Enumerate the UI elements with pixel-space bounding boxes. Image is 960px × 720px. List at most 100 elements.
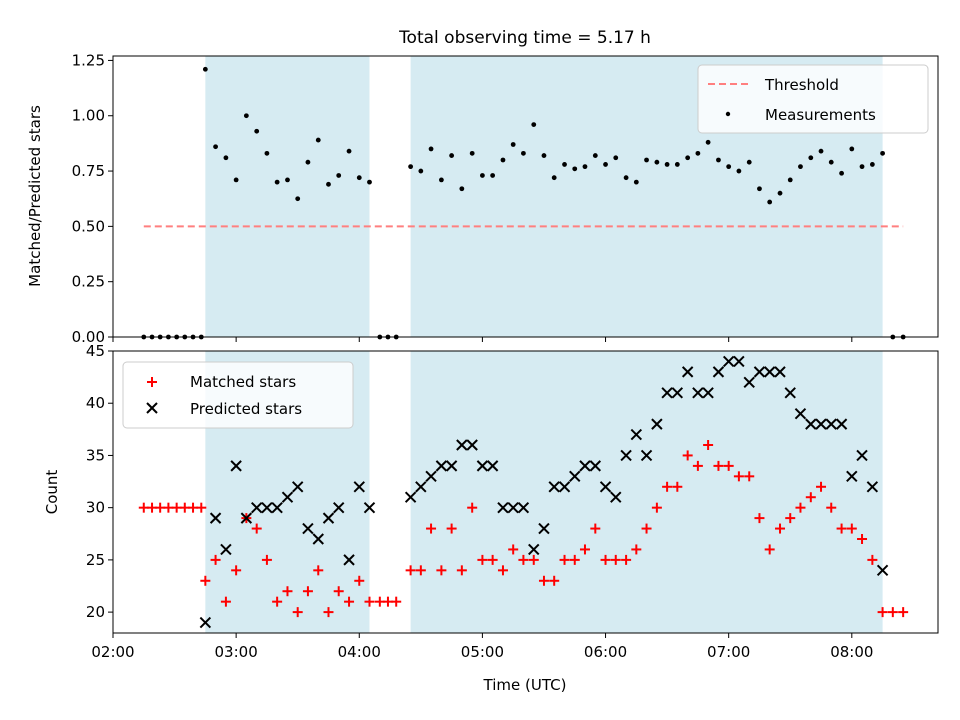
matched-point — [231, 565, 242, 576]
predicted-point — [240, 512, 253, 524]
measurement-point — [716, 157, 721, 163]
matched-point — [272, 596, 283, 607]
measurement-point — [705, 139, 711, 145]
matched-point — [703, 440, 714, 450]
bottom-panel: 20 25 30 35 40 45 02:00 03:00 04:00 05:00 06:00 07… — [43, 342, 939, 694]
measurement-point — [869, 162, 875, 167]
matched-point — [775, 523, 786, 534]
measurement-point — [490, 173, 496, 178]
measurement-point — [633, 179, 639, 185]
measurement-point — [695, 150, 701, 156]
predicted-point — [517, 501, 530, 514]
predicted-point — [199, 616, 212, 629]
predicted-point — [835, 418, 848, 430]
predicted-point — [774, 366, 786, 378]
bottom-observing-window-1 — [410, 351, 883, 633]
matched-point — [467, 502, 478, 513]
matched-point — [621, 554, 632, 565]
matched-point — [764, 544, 775, 555]
measurement-point — [418, 168, 424, 174]
matched-point — [826, 502, 837, 513]
measurement-point — [808, 155, 814, 161]
predicted-point — [302, 522, 314, 535]
measurement-point — [592, 153, 598, 158]
matched-point — [805, 492, 816, 503]
measurement-point — [285, 177, 290, 183]
matched-point — [569, 554, 580, 565]
measurement-point — [798, 164, 803, 170]
predicted-point — [784, 387, 796, 399]
bottom-y-tick-label: 25 — [86, 551, 105, 569]
measurement-point — [562, 162, 567, 167]
predicted-stars-series — [199, 355, 889, 629]
bottom-y-tick-label: 20 — [86, 603, 105, 621]
measurement-point — [767, 199, 773, 205]
top-measurements — [141, 66, 906, 340]
matched-point — [631, 544, 642, 555]
measurement-point — [674, 162, 680, 167]
predicted-point — [435, 460, 448, 472]
matched-point — [415, 565, 426, 576]
predicted-point — [579, 460, 591, 472]
predicted-point — [291, 481, 304, 493]
matched-point — [196, 502, 207, 513]
predicted-point — [415, 481, 427, 493]
matched-point — [754, 513, 765, 524]
predicted-point — [332, 501, 345, 514]
measurements-legend-swatch — [725, 111, 731, 117]
matched-point — [436, 565, 447, 576]
predicted-point — [702, 387, 714, 399]
top-y-tick-label: 0.25 — [72, 273, 105, 291]
matched-point — [662, 481, 673, 492]
matched-point — [857, 534, 868, 544]
predicted-point — [825, 418, 837, 430]
x-tick-label: 03:00 — [215, 643, 258, 661]
measurement-point — [438, 177, 444, 183]
bottom-x-ticks: 02:00 03:00 04:00 05:00 06:00 07:00 08:00 — [91, 633, 873, 661]
x-tick-label: 05:00 — [461, 643, 504, 661]
measurement-point — [233, 177, 239, 183]
measurement-point — [664, 162, 670, 167]
predicted-point — [743, 376, 755, 389]
measurement-point — [274, 179, 280, 185]
measurement-point — [880, 150, 885, 156]
predicted-point — [425, 470, 437, 483]
measurements-legend-label: Measurements — [765, 106, 876, 124]
predicted-point — [322, 512, 335, 524]
chart-title: Total observing time = 5.17 h — [398, 28, 651, 48]
top-observing-window-0 — [205, 56, 370, 337]
measurement-point — [459, 186, 465, 192]
measurement-point — [654, 159, 660, 165]
matched-point — [682, 450, 693, 461]
matched-point — [836, 523, 847, 534]
predicted-point — [681, 366, 694, 378]
predicted-point — [220, 543, 232, 556]
measurement-point — [746, 159, 752, 165]
measurement-point — [644, 157, 649, 163]
predicted-point — [466, 439, 478, 451]
matched-point — [733, 471, 744, 482]
matched-point — [846, 523, 857, 534]
measurement-point — [521, 150, 526, 156]
predicted-point — [815, 418, 827, 430]
predicted-point — [876, 564, 889, 577]
matched-point — [785, 513, 796, 524]
measurement-point — [685, 155, 691, 161]
measurement-point — [346, 148, 352, 154]
matched-point — [538, 575, 549, 586]
bottom-y-tick-label: 40 — [86, 394, 105, 412]
measurement-point — [757, 186, 762, 192]
measurement-point — [428, 146, 434, 152]
matched-point — [364, 596, 375, 607]
top-y-tick-label: 0.50 — [72, 217, 105, 235]
predicted-point — [733, 355, 745, 368]
predicted-point — [661, 387, 673, 399]
bottom-y-tick-label: 35 — [86, 446, 105, 464]
measurement-point — [264, 150, 270, 156]
matched-point — [672, 481, 683, 492]
predicted-point — [569, 470, 581, 483]
measurement-point — [336, 173, 342, 178]
matched-point — [887, 607, 898, 618]
measurement-point — [202, 66, 208, 72]
predicted-point — [343, 554, 355, 566]
